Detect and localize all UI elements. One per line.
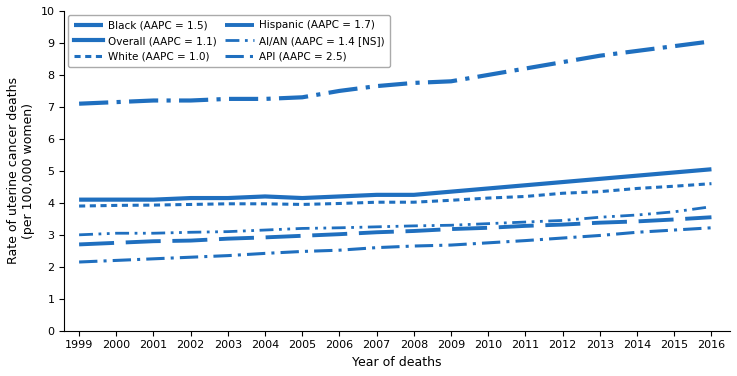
X-axis label: Year of deaths: Year of deaths — [352, 356, 442, 369]
Legend: Black (AAPC = 1.5), Overall (AAPC = 1.1), White (AAPC = 1.0), Hispanic (AAPC = 1: Black (AAPC = 1.5), Overall (AAPC = 1.1)… — [69, 15, 391, 67]
Y-axis label: Rate of uterine cancer deaths
(per 100,000 women): Rate of uterine cancer deaths (per 100,0… — [7, 77, 35, 264]
